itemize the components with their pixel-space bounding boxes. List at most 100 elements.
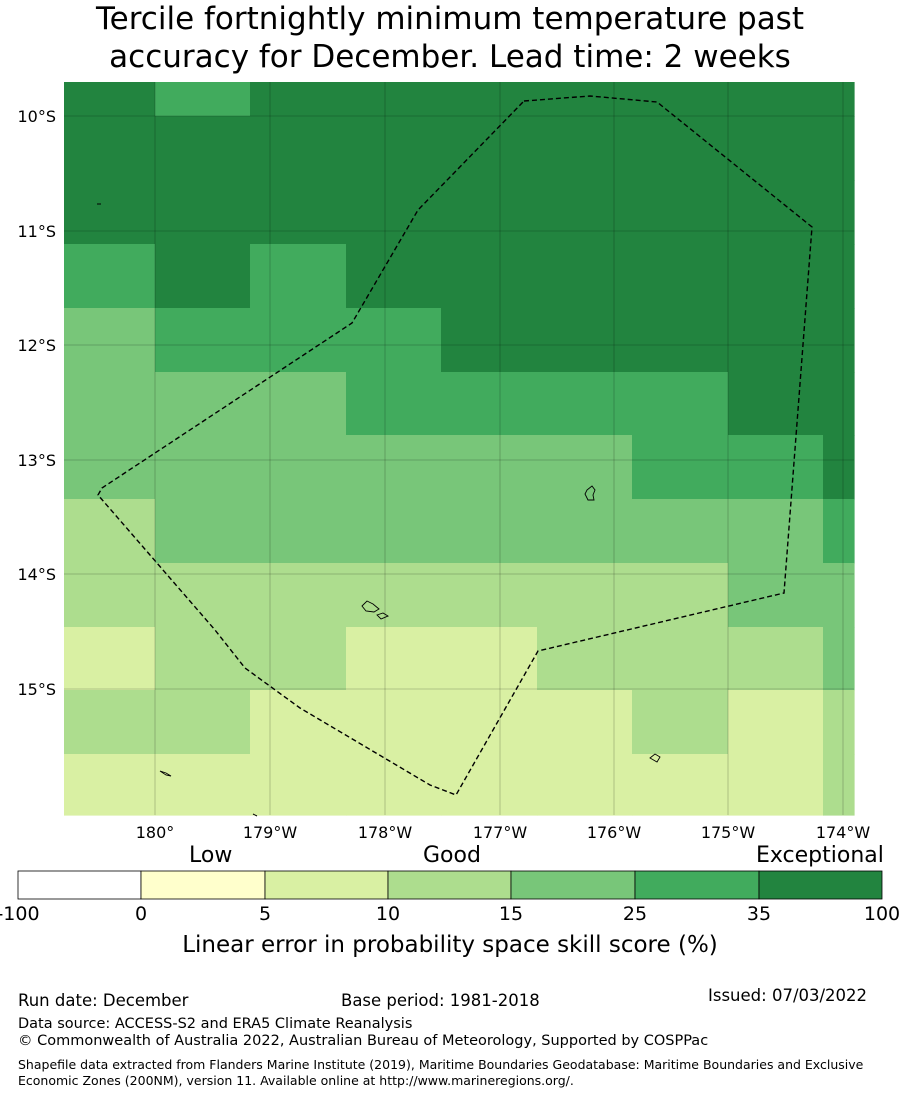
longitude-label: 179°W [243, 823, 298, 842]
map-title: Tercile fortnightly minimum temperature … [0, 0, 900, 76]
grid-cell [346, 180, 442, 245]
grid-cell [346, 690, 442, 755]
grid-cell [64, 308, 156, 373]
grid-cell [64, 563, 156, 628]
grid-cell [537, 180, 633, 245]
data-source: Data source: ACCESS-S2 and ERA5 Climate … [18, 1016, 413, 1032]
grid-cell [155, 690, 251, 755]
grid-cell [250, 435, 347, 500]
grid-cell [823, 563, 855, 628]
grid-cell [346, 116, 442, 181]
grid-cell [155, 754, 251, 816]
skill-score-map: 10°S11°S12°S13°S14°S15°S 180° 179°W 178°W 1… [17, 82, 871, 842]
grid-cell [441, 244, 538, 309]
grid-cell [64, 244, 156, 309]
grid-cell [250, 372, 347, 436]
graticule [64, 82, 854, 815]
latitude-labels: 10°S 11°S 12°S 13°S 14°S 15°S [17, 107, 56, 699]
grid-cell [64, 82, 156, 117]
grid-cell [632, 563, 729, 628]
grid-cell [823, 690, 855, 755]
colorbar-segment [264, 870, 389, 900]
grid-cell [64, 690, 156, 755]
grid-cell [250, 82, 347, 117]
grid-cell [441, 754, 538, 816]
grid-cell [728, 435, 824, 500]
grid-cell [155, 116, 251, 181]
colorbar-segment [17, 870, 142, 900]
grid-cell [346, 308, 442, 373]
island-outline [361, 600, 380, 613]
grid-cell [728, 499, 824, 564]
colorbar-segment [634, 870, 760, 900]
grid-cell [155, 563, 251, 628]
island-outline [159, 770, 172, 777]
grid-cell [250, 690, 347, 755]
grid-cell [537, 499, 633, 564]
grid-cell [155, 499, 251, 564]
colorbar-tick-label: 5 [258, 903, 272, 925]
grid-cell [632, 82, 729, 117]
grid-cell [632, 754, 729, 816]
grid-cell [64, 116, 156, 181]
issued-date: Issued: 07/03/2022 [708, 986, 868, 1005]
grid-cell [155, 244, 251, 309]
colorbar-tick-label: 10 [375, 903, 401, 925]
grid-cell [632, 435, 729, 500]
grid-cell [250, 627, 347, 691]
grid-cell [64, 372, 156, 436]
colorbar-label: Linear error in probability space skill … [182, 932, 718, 958]
grid-cell [155, 82, 251, 117]
grid-cell [537, 627, 633, 691]
grid-cell [537, 308, 633, 373]
grid-cell [346, 244, 442, 309]
grid-cell [728, 116, 824, 181]
longitude-label: 174°W [816, 823, 871, 842]
latitude-label: 12°S [17, 336, 56, 355]
grid-cell [441, 690, 538, 755]
colorbar-tick-label: 25 [622, 903, 648, 925]
grid-cell [346, 82, 442, 117]
grid-cell [632, 180, 729, 245]
grid-cell [537, 563, 633, 628]
grid-cell [728, 627, 824, 691]
grid-cell [64, 627, 156, 691]
grid-cell [155, 627, 251, 691]
grid-cell [823, 180, 855, 245]
colorbar-tick-label: 15 [498, 903, 524, 925]
skill-grid [64, 82, 855, 816]
grid-cell [823, 308, 855, 373]
grid-cell [155, 180, 251, 245]
colorbar-tick-label: 100 [863, 903, 900, 925]
grid-cell [823, 372, 855, 436]
longitude-labels: 180° 179°W 178°W 177°W 176°W 175°W 174°W [136, 823, 871, 842]
grid-cell [346, 435, 442, 500]
grid-cell [728, 690, 824, 755]
grid-cell [632, 116, 729, 181]
grid-cell [441, 627, 538, 691]
category-good: Good [423, 843, 481, 868]
copyright: © Commonwealth of Australia 2022, Austra… [18, 1033, 709, 1049]
grid-cell [155, 308, 251, 373]
grid-cell [823, 435, 855, 500]
colorbar-segment [387, 870, 512, 900]
grid-cell [632, 244, 729, 309]
island-outline [584, 485, 596, 501]
grid-cell [250, 499, 347, 564]
grid-cell [728, 308, 824, 373]
grid-cell [632, 690, 729, 755]
longitude-label: 176°W [587, 823, 642, 842]
grid-cell [632, 627, 729, 691]
grid-cell [823, 244, 855, 309]
grid-cell [64, 499, 156, 564]
grid-cell [823, 627, 855, 691]
grid-cell [823, 754, 855, 816]
grid-cell [537, 116, 633, 181]
base-period: Base period: 1981-2018 [341, 991, 540, 1010]
longitude-label: 175°W [701, 823, 756, 842]
grid-cell [441, 499, 538, 564]
latitude-label: 14°S [17, 565, 56, 584]
longitude-label: 177°W [473, 823, 528, 842]
grid-cell [250, 308, 347, 373]
colorbar-segment [510, 870, 636, 900]
